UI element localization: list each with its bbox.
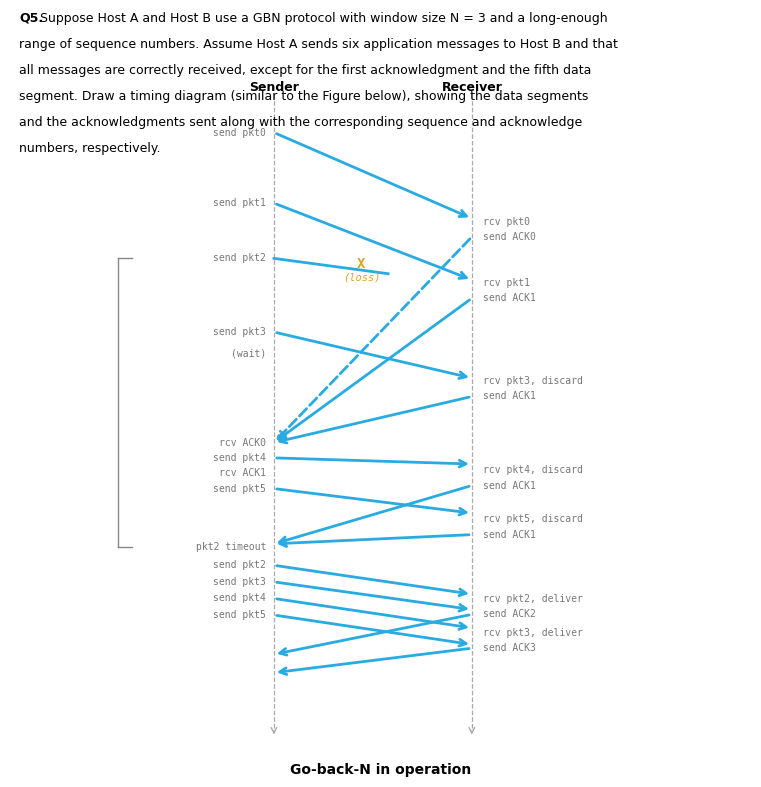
Text: send ACK3: send ACK3 — [483, 643, 536, 653]
Text: Sender: Sender — [249, 81, 299, 94]
Text: Q5.: Q5. — [19, 12, 43, 25]
Text: send ACK1: send ACK1 — [483, 530, 536, 540]
Text: range of sequence numbers. Assume Host A sends six application messages to Host : range of sequence numbers. Assume Host A… — [19, 38, 618, 51]
Text: send pkt3: send pkt3 — [214, 327, 266, 337]
Text: rcv pkt4, discard: rcv pkt4, discard — [483, 465, 583, 475]
Text: and the acknowledgments sent along with the corresponding sequence and acknowled: and the acknowledgments sent along with … — [19, 116, 582, 129]
Text: rcv pkt2, deliver: rcv pkt2, deliver — [483, 594, 583, 604]
Text: rcv ACK0: rcv ACK0 — [219, 438, 266, 448]
Text: Suppose Host A and Host B use a GBN protocol with window size N = 3 and a long-e: Suppose Host A and Host B use a GBN prot… — [40, 12, 608, 25]
Text: send pkt0: send pkt0 — [214, 127, 266, 138]
Text: X: X — [357, 257, 366, 272]
Text: rcv pkt3, deliver: rcv pkt3, deliver — [483, 628, 583, 637]
Text: rcv pkt0: rcv pkt0 — [483, 216, 530, 227]
Text: (wait): (wait) — [231, 349, 266, 359]
Text: rcv ACK1: rcv ACK1 — [219, 468, 266, 478]
Text: rcv pkt3, discard: rcv pkt3, discard — [483, 376, 583, 386]
Text: send ACK1: send ACK1 — [483, 391, 536, 401]
Text: send pkt4: send pkt4 — [214, 593, 266, 604]
Text: send pkt4: send pkt4 — [214, 453, 266, 463]
Text: send ACK1: send ACK1 — [483, 294, 536, 303]
Text: numbers, respectively.: numbers, respectively. — [19, 142, 161, 155]
Text: send pkt2: send pkt2 — [214, 253, 266, 264]
Text: send pkt1: send pkt1 — [214, 198, 266, 208]
Text: Go-back-N in operation: Go-back-N in operation — [290, 763, 471, 777]
Text: rcv pkt1: rcv pkt1 — [483, 278, 530, 288]
Text: (loss): (loss) — [342, 272, 380, 283]
Text: send pkt5: send pkt5 — [214, 610, 266, 620]
Text: send pkt5: send pkt5 — [214, 483, 266, 493]
Text: segment. Draw a timing diagram (similar to the Figure below), showing the data s: segment. Draw a timing diagram (similar … — [19, 90, 588, 103]
Text: send ACK0: send ACK0 — [483, 232, 536, 242]
Text: send pkt2: send pkt2 — [214, 560, 266, 571]
Text: send ACK1: send ACK1 — [483, 481, 536, 490]
Text: Receiver: Receiver — [441, 81, 502, 94]
Text: send pkt3: send pkt3 — [214, 577, 266, 587]
Text: pkt2 timeout: pkt2 timeout — [196, 542, 266, 552]
Text: all messages are correctly received, except for the first acknowledgment and the: all messages are correctly received, exc… — [19, 64, 591, 77]
Text: rcv pkt5, discard: rcv pkt5, discard — [483, 514, 583, 524]
Text: send ACK2: send ACK2 — [483, 609, 536, 619]
